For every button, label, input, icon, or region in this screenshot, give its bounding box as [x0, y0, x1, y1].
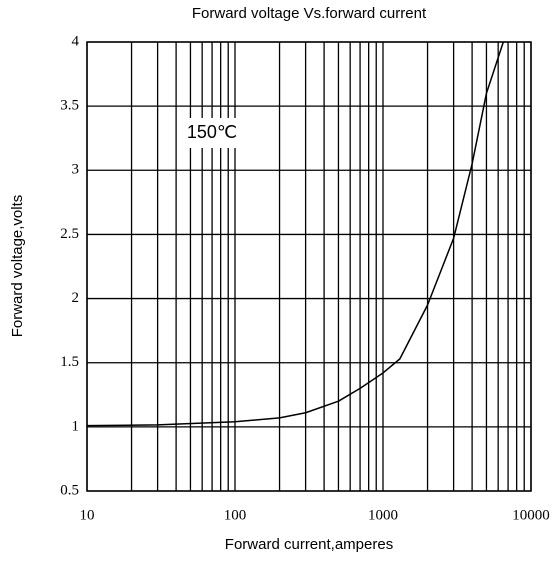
y-tick-label: 1: [72, 418, 80, 434]
annotation-box: [186, 118, 238, 148]
x-axis-label: Forward current,amperes: [225, 536, 393, 553]
y-tick-label: 1.5: [60, 354, 79, 370]
x-tick-label: 10: [80, 507, 95, 523]
y-tick-label: 3: [72, 162, 80, 178]
data-line: [86, 41, 505, 427]
chart-title: Forward voltage Vs.forward current: [192, 5, 427, 22]
y-axis-label: Forward voltage,volts: [9, 195, 26, 338]
y-tick-label: 2.5: [60, 226, 79, 242]
lines: [86, 41, 505, 427]
x-tick-label: 10000: [512, 507, 550, 523]
y-tick-label: 0.5: [60, 482, 79, 498]
y-tick-label: 3.5: [60, 98, 79, 114]
grid: [86, 41, 532, 492]
y-tick-label: 2: [72, 290, 80, 306]
x-tick-label: 100: [224, 507, 247, 523]
x-tick-label: 1000: [368, 507, 398, 523]
plot-frame: [86, 41, 532, 492]
annotation: 150℃: [187, 122, 237, 142]
y-tick-label: 4: [72, 33, 80, 49]
